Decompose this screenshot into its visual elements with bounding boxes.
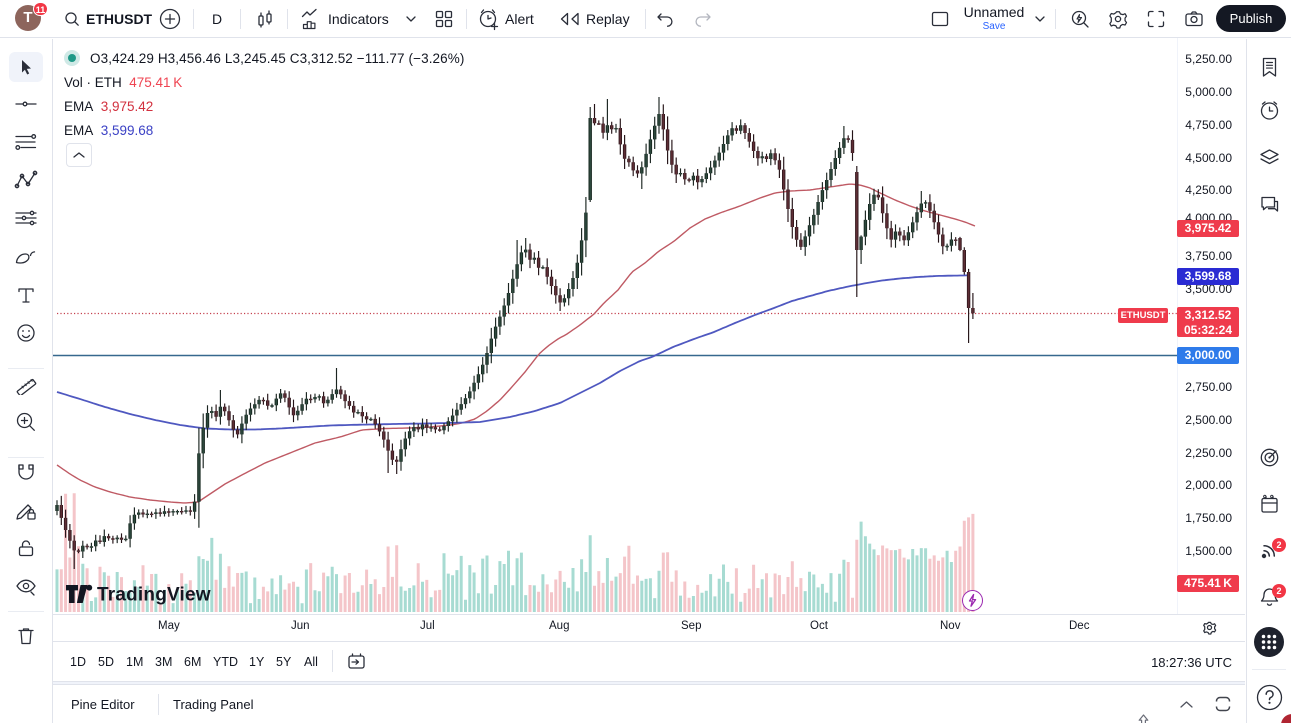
- svg-text:TradingView: TradingView: [97, 585, 211, 606]
